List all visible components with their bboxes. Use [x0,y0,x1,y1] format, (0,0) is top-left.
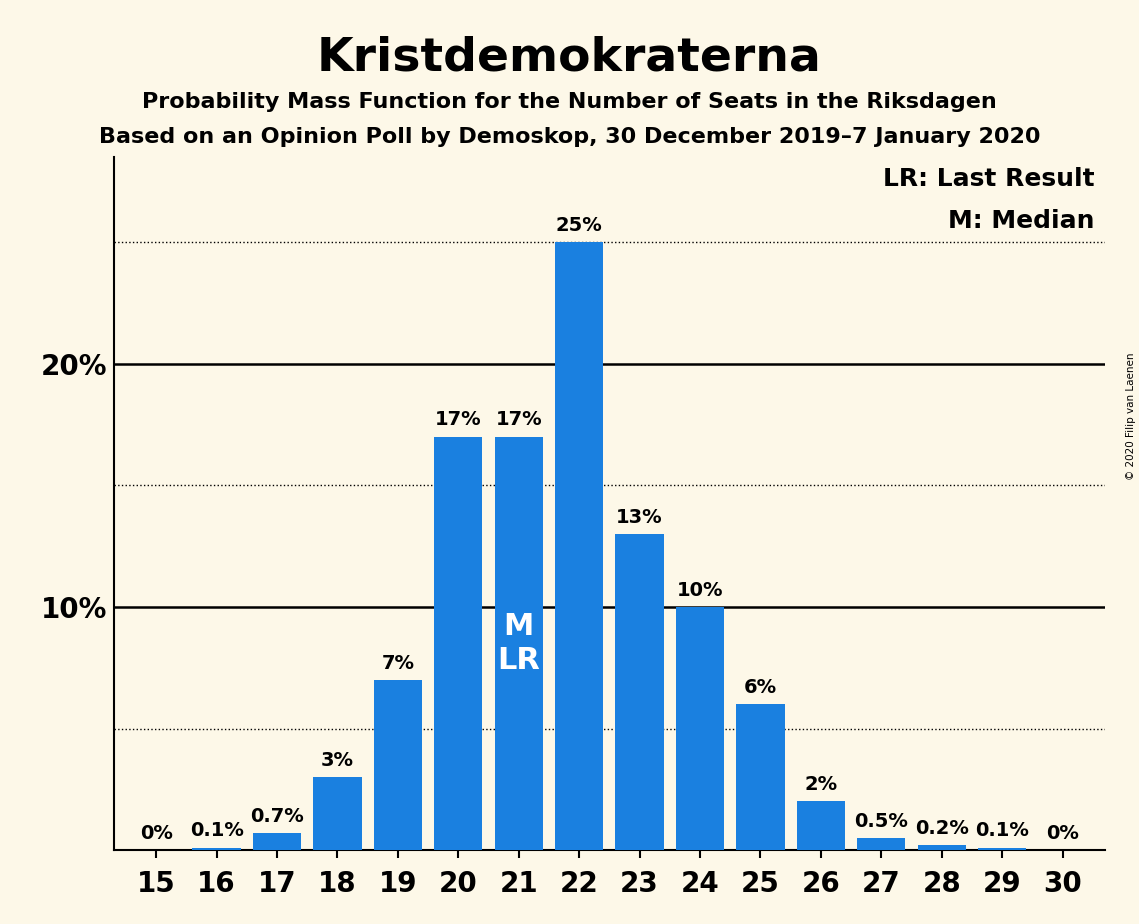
Text: © 2020 Filip van Laenen: © 2020 Filip van Laenen [1126,352,1136,480]
Text: 0%: 0% [140,824,173,843]
Text: 10%: 10% [677,580,723,600]
Bar [494,437,543,850]
Text: 13%: 13% [616,507,663,527]
Bar [736,704,785,850]
Text: 0.5%: 0.5% [854,811,908,831]
Bar [615,534,664,850]
Bar [374,680,423,850]
Text: LR: Last Result: LR: Last Result [884,167,1095,191]
Text: 0.2%: 0.2% [915,819,968,838]
Bar [918,845,966,850]
Text: 7%: 7% [382,653,415,673]
Bar [675,607,724,850]
Bar [253,833,301,850]
Bar [555,242,604,850]
Text: 0.1%: 0.1% [975,821,1029,840]
Text: 3%: 3% [321,751,354,770]
Text: 17%: 17% [435,410,482,430]
Text: 25%: 25% [556,216,603,235]
Text: Based on an Opinion Poll by Demoskop, 30 December 2019–7 January 2020: Based on an Opinion Poll by Demoskop, 30… [99,127,1040,147]
Bar [192,847,240,850]
Text: 6%: 6% [744,678,777,697]
Text: 0.7%: 0.7% [251,807,304,826]
Text: M
LR: M LR [498,612,540,675]
Bar [434,437,483,850]
Text: 0%: 0% [1046,824,1079,843]
Text: 17%: 17% [495,410,542,430]
Text: M: Median: M: Median [949,209,1095,233]
Text: Probability Mass Function for the Number of Seats in the Riksdagen: Probability Mass Function for the Number… [142,92,997,113]
Bar [313,777,362,850]
Bar [858,838,906,850]
Bar [978,847,1026,850]
Text: Kristdemokraterna: Kristdemokraterna [317,35,822,80]
Bar [796,801,845,850]
Text: 0.1%: 0.1% [190,821,244,840]
Text: 2%: 2% [804,775,837,794]
